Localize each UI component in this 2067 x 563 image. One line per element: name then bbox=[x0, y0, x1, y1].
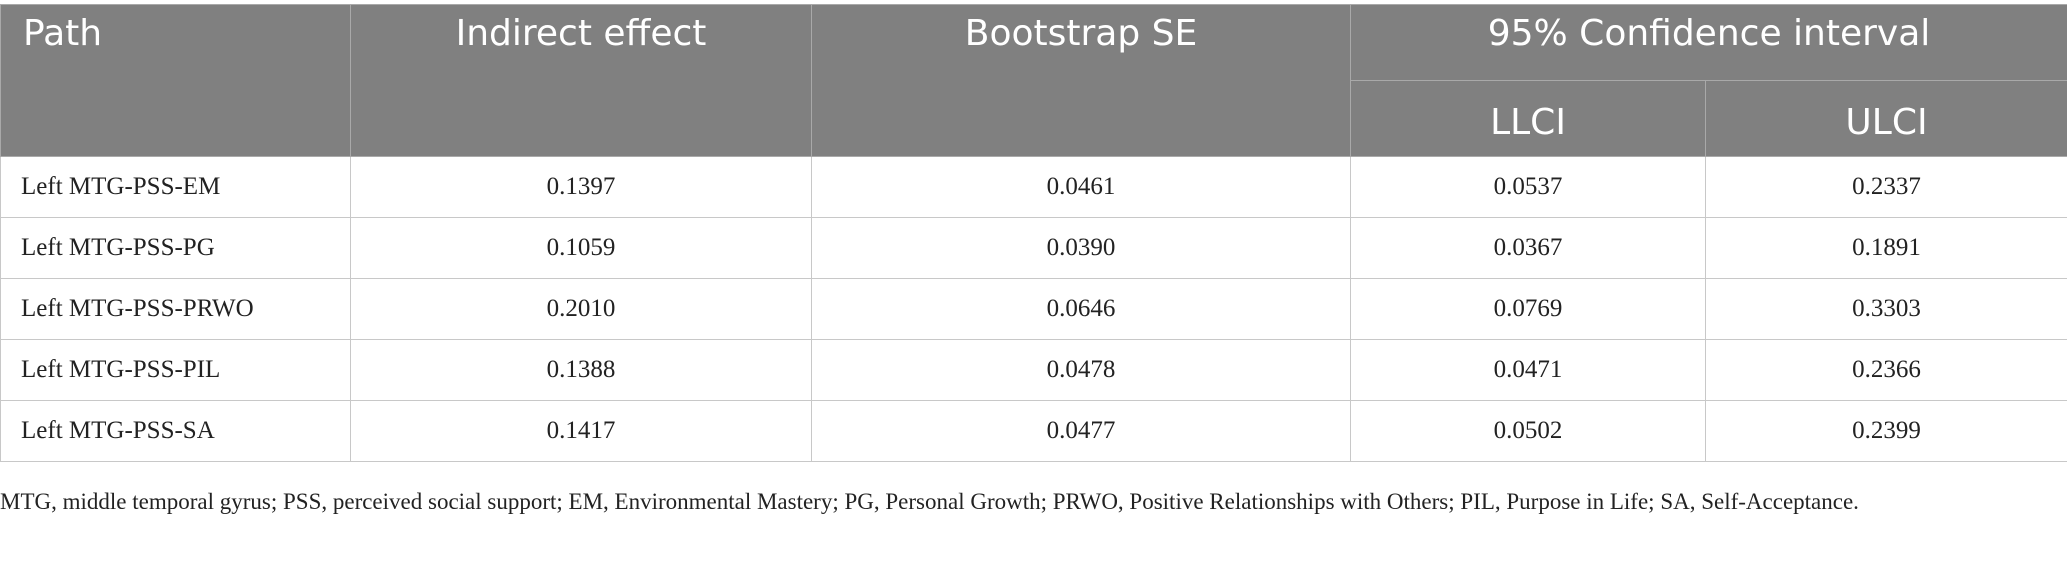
header-indirect-effect: Indirect effect bbox=[350, 4, 812, 157]
cell-bootstrap-se: 0.0646 bbox=[811, 278, 1351, 340]
cell-ulci: 0.2366 bbox=[1704, 339, 2067, 401]
cell-indirect-effect: 0.1388 bbox=[350, 339, 812, 401]
mediation-table: Path Indirect effect Bootstrap SE 95% Co… bbox=[0, 4, 2067, 462]
header-path: Path bbox=[0, 4, 351, 157]
cell-path: Left MTG-PSS-PRWO bbox=[0, 278, 351, 340]
table-row: Left MTG-PSS-PG 0.1059 0.0390 0.0367 0.1… bbox=[0, 217, 2067, 279]
cell-path: Left MTG-PSS-PIL bbox=[0, 339, 351, 401]
table-row: Left MTG-PSS-PIL 0.1388 0.0478 0.0471 0.… bbox=[0, 339, 2067, 401]
cell-ulci: 0.3303 bbox=[1704, 278, 2067, 340]
table-header: Path Indirect effect Bootstrap SE 95% Co… bbox=[0, 4, 2067, 157]
cell-indirect-effect: 0.1417 bbox=[350, 400, 812, 462]
table-row: Left MTG-PSS-EM 0.1397 0.0461 0.0537 0.2… bbox=[0, 156, 2067, 218]
cell-indirect-effect: 0.2010 bbox=[350, 278, 812, 340]
cell-path: Left MTG-PSS-PG bbox=[0, 217, 351, 279]
cell-indirect-effect: 0.1397 bbox=[350, 156, 812, 218]
header-llci: LLCI bbox=[1350, 80, 1706, 157]
table-row: Left MTG-PSS-PRWO 0.2010 0.0646 0.0769 0… bbox=[0, 278, 2067, 340]
cell-llci: 0.0502 bbox=[1350, 400, 1706, 462]
header-confidence-interval: 95% Confidence interval bbox=[1349, 4, 2067, 81]
header-ulci: ULCI bbox=[1704, 80, 2067, 157]
cell-bootstrap-se: 0.0478 bbox=[811, 339, 1351, 401]
table-body: Left MTG-PSS-EM 0.1397 0.0461 0.0537 0.2… bbox=[0, 156, 2067, 462]
cell-path: Left MTG-PSS-SA bbox=[0, 400, 351, 462]
mediation-table-container: Path Indirect effect Bootstrap SE 95% Co… bbox=[0, 4, 2067, 462]
header-bootstrap-se: Bootstrap SE bbox=[811, 4, 1351, 157]
table-row: Left MTG-PSS-SA 0.1417 0.0477 0.0502 0.2… bbox=[0, 400, 2067, 462]
cell-indirect-effect: 0.1059 bbox=[350, 217, 812, 279]
table-footnote: MTG, middle temporal gyrus; PSS, perceiv… bbox=[0, 489, 1859, 514]
cell-bootstrap-se: 0.0390 bbox=[811, 217, 1351, 279]
cell-ulci: 0.2399 bbox=[1704, 400, 2067, 462]
cell-ulci: 0.2337 bbox=[1704, 156, 2067, 218]
cell-path: Left MTG-PSS-EM bbox=[0, 156, 351, 218]
cell-bootstrap-se: 0.0477 bbox=[811, 400, 1351, 462]
cell-llci: 0.0537 bbox=[1350, 156, 1706, 218]
cell-bootstrap-se: 0.0461 bbox=[811, 156, 1351, 218]
cell-llci: 0.0367 bbox=[1350, 217, 1706, 279]
cell-llci: 0.0769 bbox=[1350, 278, 1706, 340]
cell-llci: 0.0471 bbox=[1350, 339, 1706, 401]
cell-ulci: 0.1891 bbox=[1704, 217, 2067, 279]
